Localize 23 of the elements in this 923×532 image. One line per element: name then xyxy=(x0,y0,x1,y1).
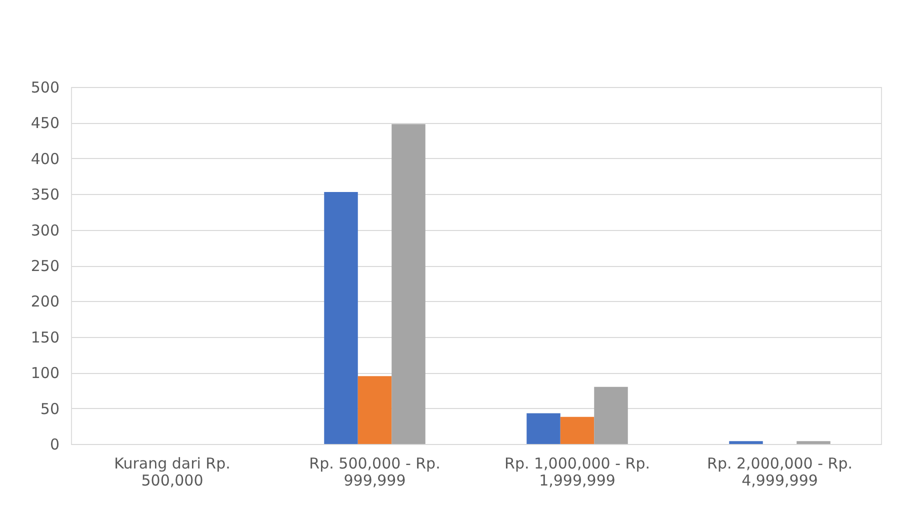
bar xyxy=(729,441,763,444)
y-tick-label: 450 xyxy=(30,114,60,132)
bar xyxy=(526,413,560,444)
y-tick-label: 100 xyxy=(30,364,60,382)
bar xyxy=(358,376,392,444)
x-tick-label: Rp. 500,000 - Rp. 999,999 xyxy=(309,454,440,490)
y-tick-label: 300 xyxy=(30,221,60,240)
bar xyxy=(594,386,628,444)
y-tick-label: 350 xyxy=(30,186,60,204)
y-tick-label: 200 xyxy=(30,292,60,311)
y-tick-label: 500 xyxy=(30,78,60,96)
y-tick-label: 150 xyxy=(30,328,60,346)
x-tick-label: Rp. 2,000,000 - Rp. 4,999,999 xyxy=(707,454,852,490)
bar xyxy=(796,441,830,444)
bar xyxy=(392,124,426,444)
bar xyxy=(324,192,358,444)
x-tick-label: Kurang dari Rp. 500,000 xyxy=(114,454,230,490)
x-tick-label: Rp. 1,000,000 - Rp. 1,999,999 xyxy=(504,454,650,490)
bar xyxy=(560,416,594,444)
y-tick-label: 50 xyxy=(40,400,60,418)
y-tick-label: 400 xyxy=(30,150,60,168)
y-tick-label: 0 xyxy=(50,436,60,454)
y-tick-label: 250 xyxy=(30,257,60,275)
